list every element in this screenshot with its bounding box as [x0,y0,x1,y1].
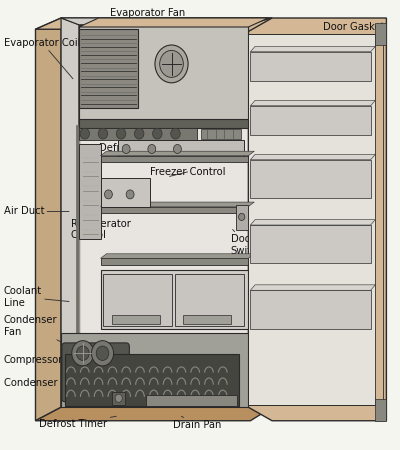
Bar [112,315,160,324]
Circle shape [104,190,112,199]
Circle shape [80,128,90,139]
Circle shape [148,144,156,153]
Bar [250,52,371,81]
Circle shape [115,394,122,402]
Circle shape [96,346,109,360]
Bar [374,23,386,45]
Text: Freezer Control: Freezer Control [150,167,225,177]
Bar [176,274,244,326]
Polygon shape [61,18,272,25]
Bar [65,354,238,406]
Bar [100,258,248,265]
Circle shape [174,144,181,153]
Circle shape [98,128,108,139]
Polygon shape [79,119,248,128]
Bar [118,140,244,158]
Bar [100,178,150,207]
Bar [236,205,248,230]
Circle shape [76,346,89,360]
Text: Air Duct: Air Duct [4,207,69,216]
Polygon shape [79,29,138,108]
Bar [250,160,371,198]
Bar [100,207,248,213]
Text: Coolant
Line: Coolant Line [4,286,69,308]
Bar [102,274,172,326]
Polygon shape [248,34,376,405]
Bar [146,395,236,406]
Circle shape [92,341,114,366]
Bar [183,315,231,324]
Text: Air Return: Air Return [174,143,224,155]
Text: Evaporator Fan: Evaporator Fan [110,9,186,45]
Polygon shape [248,18,386,421]
Polygon shape [250,46,375,52]
Polygon shape [79,25,248,400]
Text: Condenser Coil: Condenser Coil [4,378,87,392]
Bar [112,392,125,405]
Polygon shape [100,202,254,207]
Circle shape [134,128,144,139]
Text: Refrigerator
Control: Refrigerator Control [71,219,131,240]
Polygon shape [100,151,254,156]
Bar [374,399,386,421]
Bar [374,34,383,405]
FancyBboxPatch shape [62,343,129,402]
Polygon shape [36,407,272,421]
Circle shape [155,45,188,83]
Polygon shape [79,25,248,126]
Text: Door Gasket: Door Gasket [323,22,385,68]
Bar [100,270,248,328]
Text: Compressor: Compressor [4,355,87,369]
Circle shape [122,144,130,153]
Polygon shape [100,254,254,258]
Circle shape [160,50,183,77]
Text: Defrost Timer: Defrost Timer [40,416,116,429]
Circle shape [152,128,162,139]
Polygon shape [79,18,268,27]
Polygon shape [79,128,197,140]
Polygon shape [36,18,272,29]
Circle shape [238,213,245,220]
Text: Drain Pan: Drain Pan [174,416,222,430]
Circle shape [126,190,134,199]
Bar [250,290,371,328]
Text: Door
Switch: Door Switch [231,230,264,256]
Circle shape [72,341,94,366]
Polygon shape [250,285,375,290]
Polygon shape [250,220,375,225]
Bar [250,106,371,135]
Text: Evaporator Coil: Evaporator Coil [4,38,80,79]
Bar [79,144,100,238]
Bar [250,225,371,263]
Circle shape [171,128,180,139]
Polygon shape [250,154,375,160]
Text: Defrost Heater: Defrost Heater [98,143,172,155]
Polygon shape [250,100,375,106]
Polygon shape [61,18,79,407]
Polygon shape [61,18,272,407]
Bar [100,156,248,162]
Circle shape [116,128,126,139]
Bar [61,333,248,407]
Polygon shape [36,18,61,421]
Bar [201,129,240,139]
Text: Condenser
Fan: Condenser Fan [4,315,83,353]
